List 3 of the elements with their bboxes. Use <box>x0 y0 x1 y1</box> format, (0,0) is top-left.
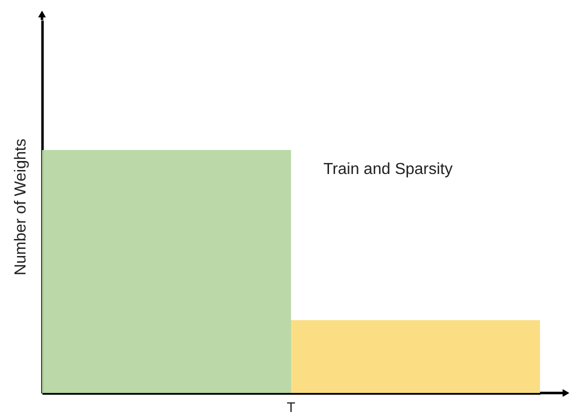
annotation: Train and Sparsity <box>323 161 453 178</box>
text: T <box>286 399 296 413</box>
y-axis-title: Number of Weights <box>12 138 30 276</box>
